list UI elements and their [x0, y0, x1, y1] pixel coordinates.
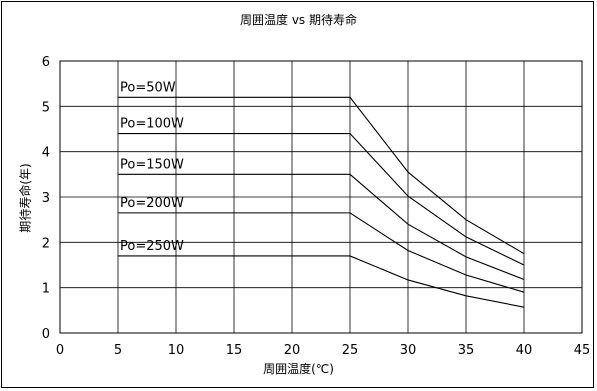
- x-tick-label: 30: [400, 343, 417, 358]
- y-tick-label: 0: [42, 327, 50, 342]
- series-line: [118, 173, 525, 281]
- series-line: [118, 255, 525, 308]
- y-tick-label: 6: [42, 55, 50, 70]
- series-line: [118, 132, 525, 266]
- series-label: Po=100W: [120, 117, 184, 132]
- series-label: Po=50W: [120, 80, 176, 95]
- x-tick-label: 20: [284, 343, 301, 358]
- x-tick-label: 40: [516, 343, 533, 358]
- x-tick-label: 25: [342, 343, 359, 358]
- x-tick-label: 5: [114, 343, 122, 358]
- y-tick-label: 1: [42, 282, 50, 297]
- y-tick-label: 5: [42, 100, 50, 115]
- x-tick-label: 0: [56, 343, 64, 358]
- y-tick-label: 2: [42, 236, 50, 251]
- x-tick-label: 15: [226, 343, 243, 358]
- x-axis-label: 周囲温度(℃): [263, 362, 334, 376]
- series-label: Po=200W: [120, 196, 184, 211]
- x-tick-label: 35: [458, 343, 475, 358]
- x-tick-label: 45: [574, 343, 591, 358]
- series-line: [118, 212, 525, 293]
- chart-title: 周囲温度 vs 期待寿命: [240, 13, 357, 27]
- y-tick-label: 4: [42, 146, 50, 161]
- plot-area-border: [59, 60, 583, 334]
- y-tick-label: 3: [42, 191, 50, 206]
- series-line: [118, 96, 525, 255]
- x-tick-label: 10: [168, 343, 185, 358]
- series-label: Po=250W: [120, 239, 184, 254]
- series-label: Po=150W: [120, 157, 184, 172]
